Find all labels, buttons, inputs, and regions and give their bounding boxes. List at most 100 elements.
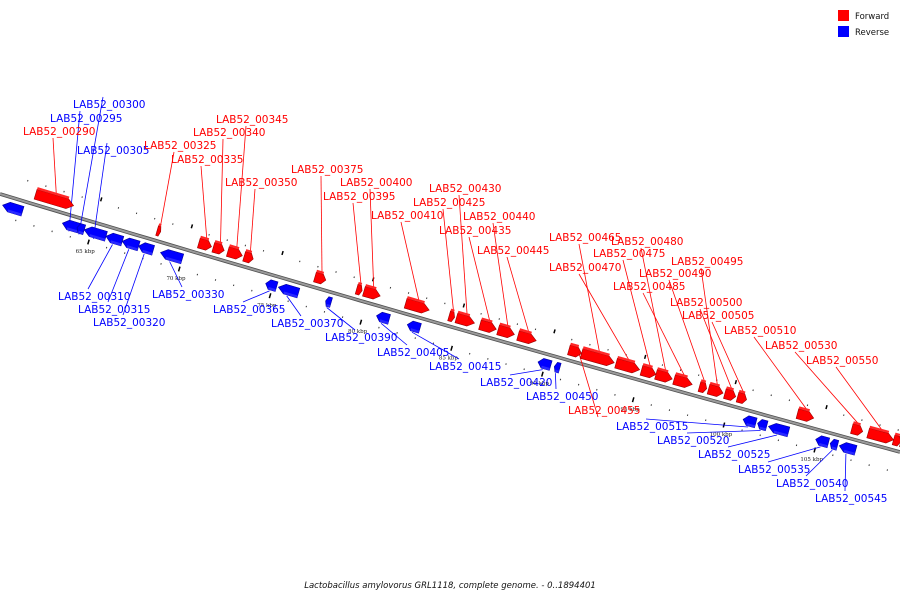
gene-label-lab52_00440[interactable]: LAB52_00440 <box>463 211 536 223</box>
gene-lab52_00540[interactable] <box>829 438 840 451</box>
gene-label-lab52_00350[interactable]: LAB52_00350 <box>225 177 298 189</box>
gene-lab52_00315[interactable] <box>121 237 141 252</box>
gene-lab52_00400[interactable] <box>362 284 381 300</box>
gene-label-lab52_00390[interactable]: LAB52_00390 <box>325 332 398 344</box>
gene-label-lab52_00315[interactable]: LAB52_00315 <box>78 304 151 316</box>
gene-label-lab52_00335[interactable]: LAB52_00335 <box>171 154 244 166</box>
gene-label-lab52_00305[interactable]: LAB52_00305 <box>77 145 150 157</box>
gene-label-lab52_00475[interactable]: LAB52_00475 <box>593 248 666 260</box>
gene-lab52_00425[interactable] <box>447 308 455 323</box>
gene-label-lab52_00290[interactable]: LAB52_00290 <box>23 126 96 138</box>
gene-label-lab52_00295[interactable]: LAB52_00295 <box>50 113 123 125</box>
gene-label-lab52_00415[interactable]: LAB52_00415 <box>429 361 502 373</box>
gene-label-lab52_00345[interactable]: LAB52_00345 <box>216 114 289 126</box>
gene-lab52_00525[interactable] <box>768 423 791 438</box>
gene-label-lab52_00550[interactable]: LAB52_00550 <box>806 355 879 367</box>
gene-lab52_00405[interactable] <box>376 311 391 325</box>
gene-label-lab52_00395[interactable]: LAB52_00395 <box>323 191 396 203</box>
gene-label-lab52_00470[interactable]: LAB52_00470 <box>549 262 622 274</box>
gene-lab52_00550[interactable] <box>866 425 894 444</box>
gene-lab52_00455[interactable] <box>567 342 582 358</box>
gene-label-lab52_00535[interactable]: LAB52_00535 <box>738 464 811 476</box>
gene-label-lab52_00375[interactable]: LAB52_00375 <box>291 164 364 176</box>
label-leader-line <box>492 222 509 327</box>
gene-label-lab52_00455[interactable]: LAB52_00455 <box>568 405 641 417</box>
major-tick-top <box>99 197 103 202</box>
gene-label-lab52_00340[interactable]: LAB52_00340 <box>193 127 266 139</box>
gene-label-lab52_00530[interactable]: LAB52_00530 <box>765 340 838 352</box>
gene-lab52_00335[interactable] <box>197 235 212 251</box>
gene-label-lab52_00405[interactable]: LAB52_00405 <box>377 347 450 359</box>
gene-arrow <box>723 388 737 401</box>
gene-lab52_00545[interactable] <box>838 442 858 456</box>
gene-label-lab52_00320[interactable]: LAB52_00320 <box>93 317 166 329</box>
gene-g2[interactable] <box>891 432 900 447</box>
gene-label-lab52_00300[interactable]: LAB52_00300 <box>73 99 146 111</box>
gene-label-lab52_00435[interactable]: LAB52_00435 <box>439 225 512 237</box>
gene-label-lab52_00450[interactable]: LAB52_00450 <box>526 391 599 403</box>
gene-g1[interactable] <box>2 201 25 217</box>
gene-label-lab52_00325[interactable]: LAB52_00325 <box>144 140 217 152</box>
gene-label-lab52_00400[interactable]: LAB52_00400 <box>340 177 413 189</box>
gene-lab52_00305[interactable] <box>83 226 108 242</box>
gene-lab52_00430[interactable] <box>454 310 475 327</box>
gene-lab52_00445[interactable] <box>516 328 537 345</box>
gene-lab52_00345[interactable] <box>226 244 243 260</box>
gene-lab52_00500[interactable] <box>723 386 737 401</box>
gene-label-lab52_00330[interactable]: LAB52_00330 <box>152 289 225 301</box>
gene-label-lab52_00540[interactable]: LAB52_00540 <box>776 478 849 490</box>
gene-lab52_00390[interactable] <box>325 296 333 308</box>
gene-lab52_00490[interactable] <box>697 379 708 394</box>
gene-lab52_00370[interactable] <box>277 283 301 299</box>
gene-label-lab52_00525[interactable]: LAB52_00525 <box>698 449 771 461</box>
gene-label-lab52_00490[interactable]: LAB52_00490 <box>639 268 712 280</box>
gene-lab52_00410[interactable] <box>403 296 430 314</box>
gene-lab52_00290[interactable] <box>33 187 75 209</box>
gene-label-lab52_00545[interactable]: LAB52_00545 <box>815 493 888 505</box>
gene-lab52_00505[interactable] <box>735 389 747 404</box>
gene-label-lab52_00425[interactable]: LAB52_00425 <box>413 197 486 209</box>
gene-label-lab52_00310[interactable]: LAB52_00310 <box>58 291 131 303</box>
gene-lab52_00365[interactable] <box>265 279 279 292</box>
gene-lab52_00515[interactable] <box>742 415 758 429</box>
gene-label-lab52_00445[interactable]: LAB52_00445 <box>477 245 550 257</box>
gene-lab52_00475[interactable] <box>639 363 657 379</box>
gene-label-lab52_00520[interactable]: LAB52_00520 <box>657 435 730 447</box>
gene-label-lab52_00505[interactable]: LAB52_00505 <box>682 310 755 322</box>
gene-lab52_00510[interactable] <box>795 406 815 422</box>
gene-lab52_00495[interactable] <box>706 381 724 397</box>
gene-lab52_00325[interactable] <box>155 223 162 237</box>
gene-lab52_00415[interactable] <box>406 320 422 334</box>
gene-lab52_00300[interactable] <box>76 223 87 235</box>
gene-lab52_00465[interactable] <box>579 346 615 367</box>
gene-lab52_00375[interactable] <box>313 269 327 285</box>
gene-label-lab52_00430[interactable]: LAB52_00430 <box>429 183 502 195</box>
gene-lab52_00395[interactable] <box>354 282 363 296</box>
gene-label-lab52_00480[interactable]: LAB52_00480 <box>611 236 684 248</box>
gene-lab52_00480[interactable] <box>654 367 673 383</box>
gene-lab52_00440[interactable] <box>496 322 515 339</box>
gene-lab52_00470[interactable] <box>614 356 641 374</box>
gene-lab52_00520[interactable] <box>757 419 769 432</box>
gene-label-lab52_00495[interactable]: LAB52_00495 <box>671 256 744 268</box>
gene-label-lab52_00410[interactable]: LAB52_00410 <box>371 210 444 222</box>
gene-label-lab52_00465[interactable]: LAB52_00465 <box>549 232 622 244</box>
gene-label-lab52_00510[interactable]: LAB52_00510 <box>724 325 797 337</box>
gene-lab52_00320[interactable] <box>138 242 155 256</box>
gene-lab52_00435[interactable] <box>478 317 497 333</box>
gene-lab52_00535[interactable] <box>815 435 831 449</box>
gene-lab52_00485[interactable] <box>672 372 693 388</box>
gene-label-lab52_00370[interactable]: LAB52_00370 <box>271 318 344 330</box>
gene-label-lab52_00515[interactable]: LAB52_00515 <box>616 421 689 433</box>
gene-lab52_00330[interactable] <box>160 249 185 265</box>
gene-lab52_00310[interactable] <box>105 232 125 247</box>
gene-label-lab52_00365[interactable]: LAB52_00365 <box>213 304 286 316</box>
gene-label-lab52_00500[interactable]: LAB52_00500 <box>670 297 743 309</box>
gene-label-lab52_00485[interactable]: LAB52_00485 <box>613 281 686 293</box>
gene-lab52_00530[interactable] <box>850 421 864 436</box>
gene-lab52_00350[interactable] <box>242 249 254 264</box>
gene-lab52_00420[interactable] <box>537 358 553 371</box>
gene-lab52_00450[interactable] <box>553 361 562 374</box>
gene-label-lab52_00420[interactable]: LAB52_00420 <box>480 377 553 389</box>
gene-lab52_00340[interactable] <box>211 240 225 255</box>
